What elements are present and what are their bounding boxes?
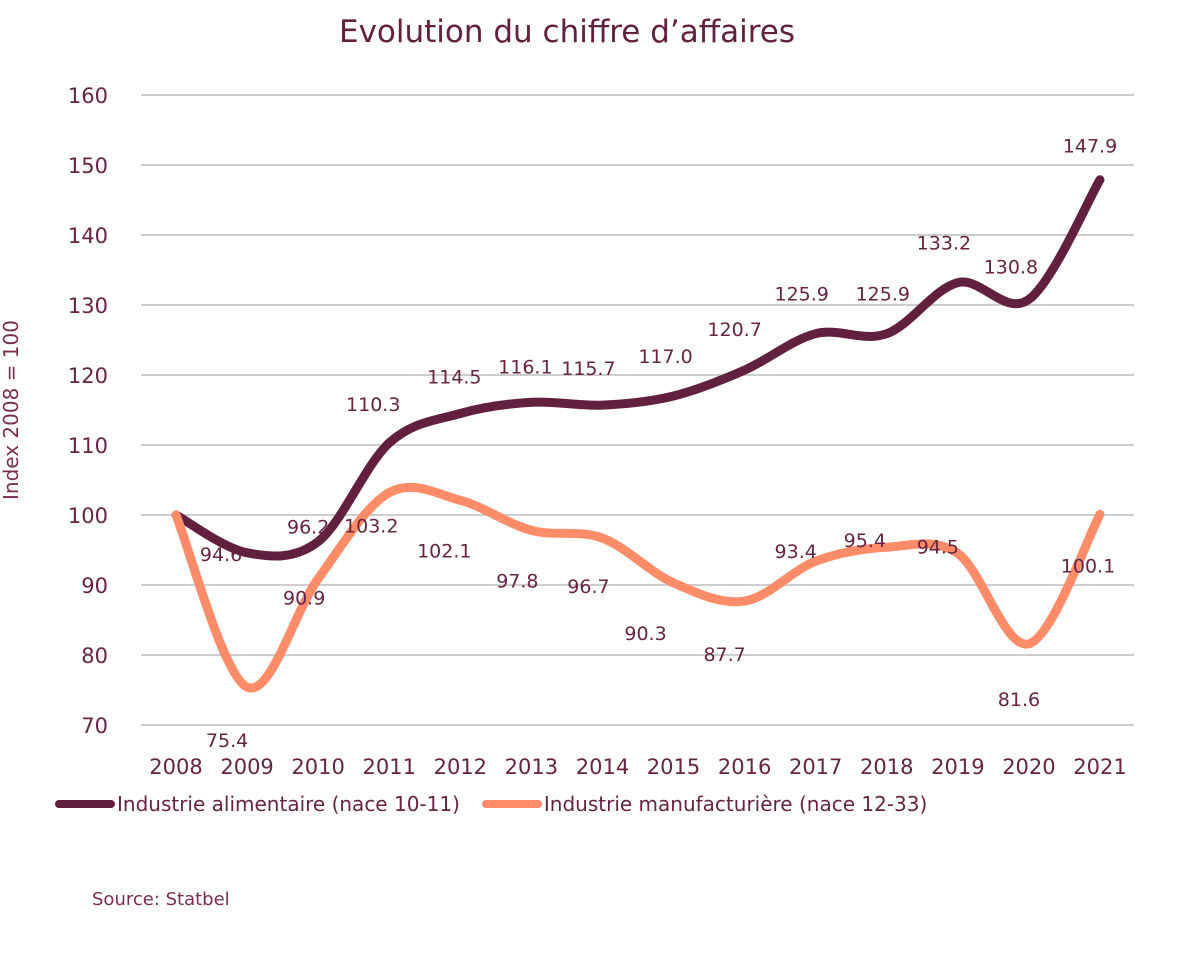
y-tick-label: 120 <box>68 364 108 388</box>
legend-item-manufacturiere[interactable]: Industrie manufacturière (nace 12-33) <box>481 792 928 816</box>
data-label: 110.3 <box>346 394 400 416</box>
y-axis-label: Index 2008 = 100 <box>0 320 23 500</box>
data-label: 93.4 <box>775 541 817 563</box>
legend-label-manufacturiere: Industrie manufacturière (nace 12-33) <box>543 792 928 816</box>
legend-item-alimentaire[interactable]: Industrie alimentaire (nace 10-11) <box>55 792 460 816</box>
data-label: 95.4 <box>844 530 886 552</box>
y-tick-label: 140 <box>68 224 108 248</box>
legend-swatch-manufacturiere <box>481 800 542 808</box>
chart-title: Evolution du chiffre d’affaires <box>338 14 795 50</box>
data-label: 116.1 <box>498 356 552 378</box>
gridlines <box>141 94 1134 726</box>
data-label: 81.6 <box>998 689 1040 711</box>
x-tick-label: 2013 <box>505 755 558 779</box>
x-tick-label: 2011 <box>363 755 416 779</box>
data-label: 90.3 <box>624 623 666 645</box>
x-tick-label: 2016 <box>718 755 771 779</box>
data-label: 100.1 <box>1061 555 1115 577</box>
series-line-alimentaire <box>171 175 1105 561</box>
y-tick-label: 100 <box>68 504 108 528</box>
source-note: Source: Statbel <box>92 889 230 910</box>
x-tick-label: 2018 <box>860 755 913 779</box>
series-lines <box>171 175 1105 693</box>
data-labels: 94.6 96.2 110.3 114.5 116.1 115.7 117.0 120.7 12… <box>200 136 1117 753</box>
x-tick-label: 2008 <box>149 755 202 779</box>
legend-label-alimentaire: Industrie alimentaire (nace 10-11) <box>117 792 460 816</box>
legend: Industrie alimentaire (nace 10-11) Indus… <box>55 792 949 816</box>
data-label: 125.9 <box>774 284 828 306</box>
y-axis-ticks: 70 80 90 100 110 120 130 140 150 160 <box>68 84 108 738</box>
y-tick-label: 70 <box>81 714 108 738</box>
data-label: 120.7 <box>707 319 761 341</box>
x-tick-label: 2020 <box>1002 755 1055 779</box>
y-tick-label: 130 <box>68 294 108 318</box>
y-tick-label: 90 <box>81 574 108 598</box>
data-label: 102.1 <box>417 540 471 562</box>
data-label: 97.8 <box>496 570 538 592</box>
data-label: 96.7 <box>567 576 609 598</box>
x-tick-label: 2009 <box>220 755 273 779</box>
x-tick-label: 2010 <box>291 755 344 779</box>
x-tick-label: 2019 <box>931 755 984 779</box>
x-tick-label: 2015 <box>647 755 700 779</box>
data-label: 117.0 <box>638 346 692 368</box>
y-tick-label: 150 <box>68 154 108 178</box>
series-line-manufacturiere <box>171 482 1105 693</box>
data-label: 147.9 <box>1063 136 1117 158</box>
data-label: 133.2 <box>917 233 971 255</box>
x-axis-ticks: 2008 2009 2010 2011 2012 2013 2014 2015 2016 2017… <box>149 755 1126 779</box>
data-label: 94.5 <box>917 537 959 559</box>
y-tick-label: 160 <box>68 84 108 108</box>
y-tick-label: 80 <box>81 644 108 668</box>
x-tick-label: 2017 <box>789 755 842 779</box>
x-tick-label: 2014 <box>576 755 629 779</box>
legend-swatch-alimentaire <box>55 800 115 808</box>
x-tick-label: 2021 <box>1073 755 1126 779</box>
x-tick-label: 2012 <box>434 755 487 779</box>
data-label: 114.5 <box>427 367 481 389</box>
data-label: 87.7 <box>703 644 745 666</box>
data-label: 115.7 <box>561 358 615 380</box>
data-label: 94.6 <box>200 544 242 566</box>
data-label: 75.4 <box>206 730 248 752</box>
data-label: 125.9 <box>856 284 910 306</box>
y-tick-label: 110 <box>68 434 108 458</box>
data-label: 90.9 <box>283 588 325 610</box>
data-label: 130.8 <box>984 256 1038 278</box>
data-label: 96.2 <box>287 517 329 539</box>
data-label: 103.2 <box>344 516 398 538</box>
